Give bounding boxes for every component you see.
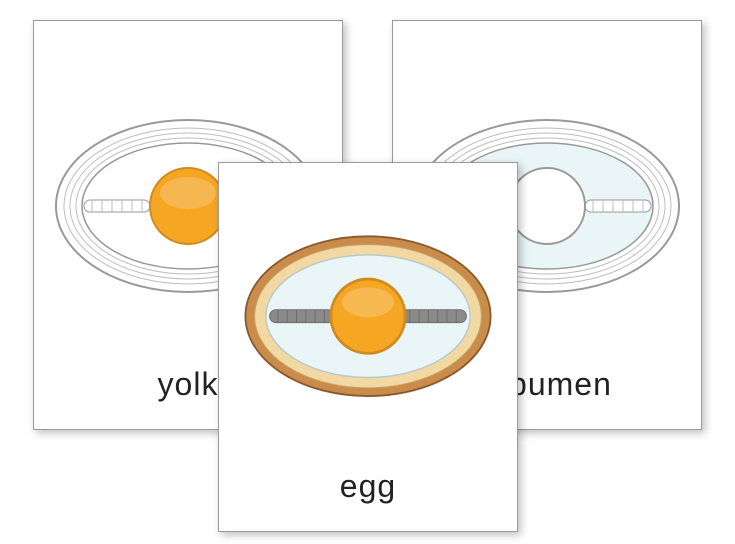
chalaza-left — [270, 310, 335, 323]
chalaza-right — [401, 310, 466, 323]
card-egg: egg — [218, 162, 518, 532]
egg-diagram-full — [238, 228, 498, 404]
yolk-highlight — [342, 287, 394, 317]
card-label-egg: egg — [219, 468, 517, 505]
yolk — [509, 168, 585, 244]
chalaza-left — [84, 200, 150, 212]
yolk-highlight — [160, 177, 216, 209]
chalaza-right — [585, 200, 651, 212]
